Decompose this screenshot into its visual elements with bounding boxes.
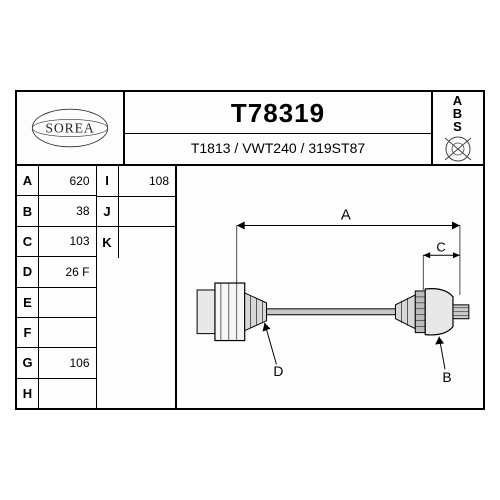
spec-val: 620 xyxy=(39,166,96,195)
spec-col-right: I108 J K xyxy=(97,166,176,408)
spec-key: D xyxy=(17,257,39,286)
spec-val: 38 xyxy=(39,196,96,225)
table-row: B38 xyxy=(17,196,96,226)
table-row: J xyxy=(97,197,176,228)
table-row: G106 xyxy=(17,348,96,378)
abs-cell: ABS xyxy=(433,92,483,164)
spec-key: J xyxy=(97,197,119,227)
abs-label: ABS xyxy=(433,92,483,133)
svg-text:D: D xyxy=(273,363,283,379)
svg-text:SOREA: SOREA xyxy=(45,120,94,135)
spec-val xyxy=(39,379,96,408)
abs-icon xyxy=(433,133,483,164)
table-row: E xyxy=(17,288,96,318)
cross-references: T1813 / VWT240 / 319ST87 xyxy=(125,134,431,162)
title-cell: T78319 T1813 / VWT240 / 319ST87 xyxy=(125,92,433,164)
datasheet: SOREA T78319 T1813 / VWT240 / 319ST87 AB… xyxy=(15,90,485,410)
dimension-b: B xyxy=(435,337,452,386)
spec-key: I xyxy=(97,166,119,196)
spec-key: A xyxy=(17,166,39,195)
spec-val: 26 F xyxy=(39,257,96,286)
cv-axle-icon xyxy=(197,283,469,341)
svg-text:A: A xyxy=(341,208,351,224)
spec-val: 108 xyxy=(119,166,176,196)
spec-key: K xyxy=(97,227,119,258)
dimension-d: D xyxy=(263,323,284,380)
spec-val xyxy=(39,318,96,347)
table-row: A620 xyxy=(17,166,96,196)
spec-col-left: A620 B38 C103 D26 F E F G106 H xyxy=(17,166,97,408)
table-row: I108 xyxy=(97,166,176,197)
spec-val xyxy=(39,288,96,317)
header-row: SOREA T78319 T1813 / VWT240 / 319ST87 AB… xyxy=(17,92,483,166)
spec-key: H xyxy=(17,379,39,408)
dimension-a: A xyxy=(237,208,460,295)
spec-val: 106 xyxy=(39,348,96,377)
table-row: H xyxy=(17,379,96,408)
body: A620 B38 C103 D26 F E F G106 H I108 J K xyxy=(17,166,483,408)
part-number: T78319 xyxy=(125,92,431,129)
spec-key: E xyxy=(17,288,39,317)
svg-text:B: B xyxy=(442,369,451,385)
spec-table: A620 B38 C103 D26 F E F G106 H I108 J K xyxy=(17,166,177,408)
table-row: D26 F xyxy=(17,257,96,287)
spec-key: C xyxy=(17,227,39,256)
table-row: K xyxy=(97,227,176,258)
dimension-c: C xyxy=(423,239,460,290)
spec-val xyxy=(119,197,176,227)
logo-cell: SOREA xyxy=(17,92,125,164)
svg-text:C: C xyxy=(436,239,445,254)
table-row: C103 xyxy=(17,227,96,257)
spec-val: 103 xyxy=(39,227,96,256)
brand-logo-icon: SOREA xyxy=(25,98,115,158)
spec-key: G xyxy=(17,348,39,377)
spec-key: F xyxy=(17,318,39,347)
spec-val xyxy=(119,227,176,258)
shaft-diagram: A C xyxy=(177,166,483,408)
table-row: F xyxy=(17,318,96,348)
spec-key: B xyxy=(17,196,39,225)
